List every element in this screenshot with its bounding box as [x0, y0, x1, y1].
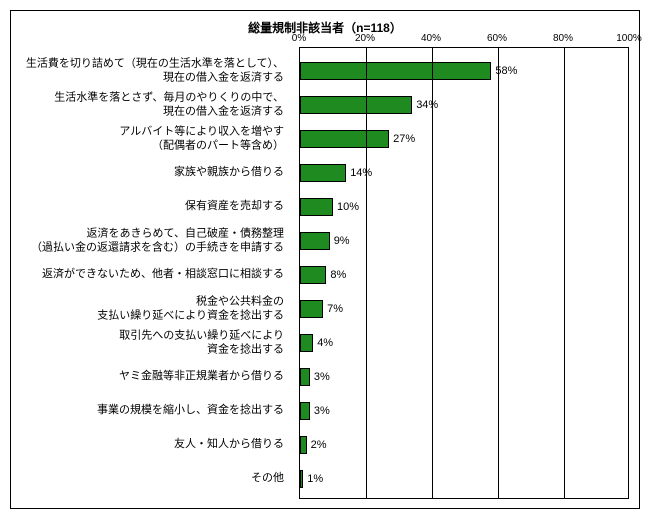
bar-row: その他1% — [300, 462, 630, 496]
bar-row: 生活費を切り詰めて（現在の生活水準を落として）、 現在の借入金を返済する58% — [300, 54, 630, 88]
bar-row: 友人・知人から借りる2% — [300, 428, 630, 462]
gridline — [432, 48, 433, 498]
bars-container: 生活費を切り詰めて（現在の生活水準を落として）、 現在の借入金を返済する58%生… — [300, 48, 630, 500]
plot-area: 生活費を切り詰めて（現在の生活水準を落として）、 現在の借入金を返済する58%生… — [299, 47, 629, 499]
value-label: 3% — [314, 371, 330, 383]
bar-row: 取引先への支払い繰り延べにより 資金を捻出する4% — [300, 326, 630, 360]
x-tick-label: 100% — [616, 33, 642, 44]
x-tick-label: 0% — [292, 33, 306, 44]
bar — [300, 402, 310, 420]
value-label: 7% — [327, 303, 343, 315]
category-label: 事業の規模を縮小し、資金を捻出する — [4, 404, 284, 418]
bar-row: 家族や親族から借りる14% — [300, 156, 630, 190]
value-label: 3% — [314, 405, 330, 417]
bar — [300, 436, 307, 454]
gridline — [498, 48, 499, 498]
bar-row: アルバイト等により収入を増やす （配偶者のパート等含め）27% — [300, 122, 630, 156]
bar — [300, 266, 326, 284]
x-tick-label: 60% — [487, 33, 507, 44]
x-tick-label: 40% — [421, 33, 441, 44]
category-label: 税金や公共料金の 支払い繰り延べにより資金を捻出する — [4, 295, 284, 323]
value-label: 2% — [311, 439, 327, 451]
value-label: 9% — [334, 235, 350, 247]
bar — [300, 96, 412, 114]
category-label: 友人・知人から借りる — [4, 438, 284, 452]
bar-row: 保有資産を売却する10% — [300, 190, 630, 224]
category-label: 家族や親族から借りる — [4, 166, 284, 180]
bar — [300, 130, 389, 148]
category-label: 返済ができないため、他者・相談窓口に相談する — [4, 268, 284, 282]
chart-frame: 総量規制非該当者（n=118） 0%20%40%60%80%100% 生活費を切… — [10, 10, 640, 509]
gridline — [564, 48, 565, 498]
bar — [300, 232, 330, 250]
category-label: 生活水準を落とさず、毎月のやりくりの中で、 現在の借入金を返済する — [4, 91, 284, 119]
bar-row: 返済をあきらめて、自己破産・債務整理 （過払い金の返還請求を含む）の手続きを申請… — [300, 224, 630, 258]
bar — [300, 198, 333, 216]
bar — [300, 334, 313, 352]
value-label: 27% — [393, 133, 415, 145]
bar-row: 返済ができないため、他者・相談窓口に相談する8% — [300, 258, 630, 292]
bar-row: 事業の規模を縮小し、資金を捻出する3% — [300, 394, 630, 428]
bar — [300, 164, 346, 182]
x-axis-labels: 0%20%40%60%80%100% — [299, 33, 629, 47]
category-label: 生活費を切り詰めて（現在の生活水準を落として）、 現在の借入金を返済する — [4, 57, 284, 85]
value-label: 14% — [350, 167, 372, 179]
category-label: 保有資産を売却する — [4, 200, 284, 214]
value-label: 4% — [317, 337, 333, 349]
gridline — [366, 48, 367, 498]
value-label: 10% — [337, 201, 359, 213]
bar-row: 税金や公共料金の 支払い繰り延べにより資金を捻出する7% — [300, 292, 630, 326]
bar — [300, 300, 323, 318]
x-tick-label: 80% — [553, 33, 573, 44]
category-label: 返済をあきらめて、自己破産・債務整理 （過払い金の返還請求を含む）の手続きを申請… — [4, 227, 284, 255]
bar — [300, 368, 310, 386]
value-label: 34% — [416, 99, 438, 111]
category-label: 取引先への支払い繰り延べにより 資金を捻出する — [4, 329, 284, 357]
bar — [300, 470, 303, 488]
bar-row: ヤミ金融等非正規業者から借りる3% — [300, 360, 630, 394]
bar-row: 生活水準を落とさず、毎月のやりくりの中で、 現在の借入金を返済する34% — [300, 88, 630, 122]
category-label: アルバイト等により収入を増やす （配偶者のパート等含め） — [4, 125, 284, 153]
category-label: ヤミ金融等非正規業者から借りる — [4, 370, 284, 384]
bar — [300, 62, 491, 80]
category-label: その他 — [4, 472, 284, 486]
x-tick-label: 20% — [355, 33, 375, 44]
value-label: 1% — [307, 473, 323, 485]
value-label: 8% — [330, 269, 346, 281]
